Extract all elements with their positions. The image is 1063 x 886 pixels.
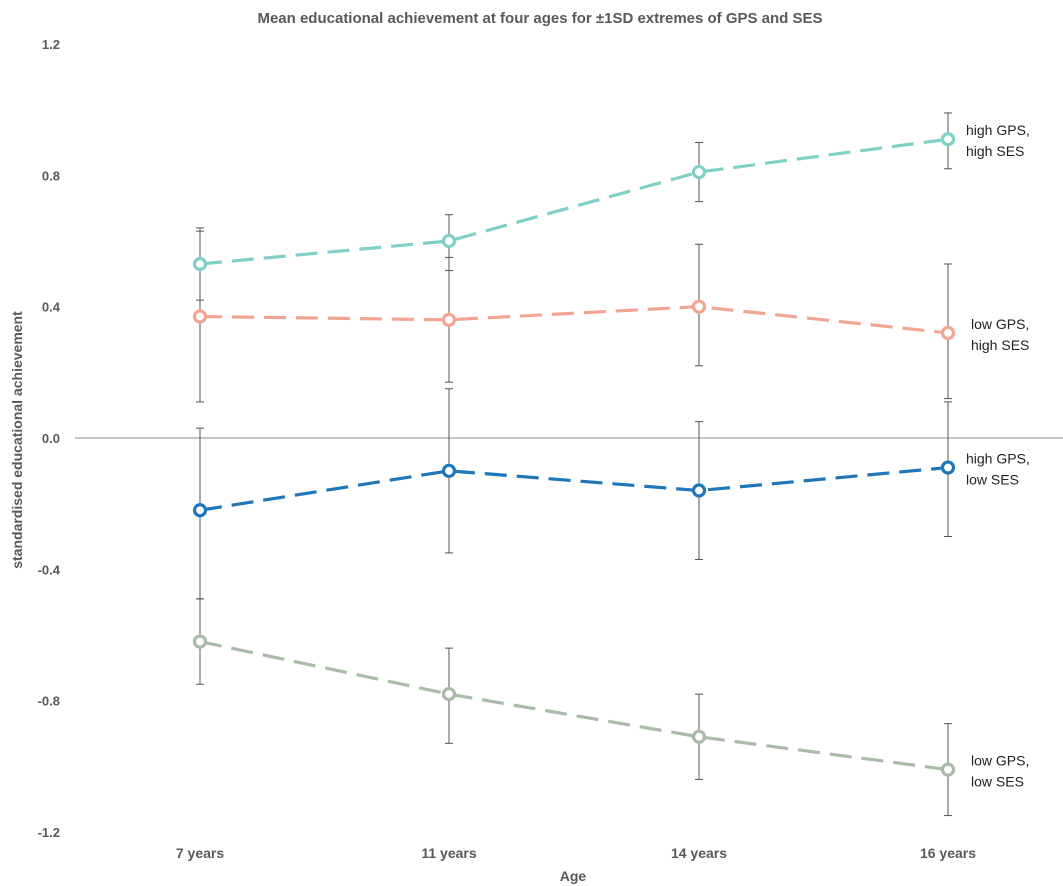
series-label: low GPS, high SES (971, 316, 1029, 353)
series-label-line: high SES (971, 337, 1029, 353)
series-label: low GPS, low SES (971, 753, 1029, 790)
data-point (441, 463, 457, 478)
y-tick-label: 0.4 (42, 300, 61, 315)
series-line (199, 137, 949, 266)
y-tick-label: -0.8 (38, 694, 60, 709)
series-lines (199, 137, 949, 772)
y-axis-label: standardised educational achievement (9, 311, 25, 569)
series-label: high GPS, low SES (966, 451, 1030, 488)
data-point (691, 299, 707, 314)
y-tick-labels: 1.2 0.8 0.4 0.0 -0.4 -0.8 -1.2 (38, 37, 61, 840)
x-tick-label: 14 years (671, 845, 727, 861)
series-line (199, 465, 949, 512)
data-point (441, 312, 457, 327)
series-label-line: high GPS, (966, 451, 1030, 467)
data-point (940, 132, 956, 147)
data-point (691, 729, 707, 744)
series-label-line: high SES (966, 143, 1024, 159)
y-tick-label: 0.0 (42, 431, 60, 446)
data-points (192, 132, 956, 777)
series-line (199, 640, 949, 772)
series-label-line: high GPS, (966, 122, 1030, 138)
data-point (192, 634, 208, 649)
chart-title: Mean educational achievement at four age… (257, 10, 822, 27)
x-tick-label: 16 years (920, 845, 976, 861)
x-tick-labels: 7 years 11 years 14 years 16 years (176, 845, 976, 861)
x-axis-label: Age (560, 868, 587, 884)
data-point (691, 164, 707, 180)
error-bars (196, 112, 952, 817)
series-label-line: low SES (966, 472, 1019, 488)
series-label: high GPS, high SES (966, 122, 1030, 159)
series-label-line: low GPS, (971, 753, 1029, 769)
data-point (441, 233, 457, 249)
data-point (940, 762, 956, 777)
data-point (192, 309, 208, 324)
y-tick-label: -0.4 (38, 562, 61, 577)
x-tick-label: 11 years (421, 845, 476, 861)
data-point (940, 460, 956, 475)
x-tick-label: 7 years (176, 845, 224, 861)
y-tick-label: 1.2 (42, 37, 60, 52)
series-line (199, 305, 949, 335)
series-label-line: low GPS, (971, 316, 1029, 332)
series-label-line: low SES (971, 774, 1024, 790)
data-point (192, 256, 208, 272)
y-tick-label: 0.8 (42, 168, 60, 183)
data-point (192, 503, 208, 518)
data-point (441, 686, 457, 702)
y-tick-label: -1.2 (38, 825, 60, 840)
data-point (940, 325, 956, 341)
data-point (691, 483, 707, 498)
